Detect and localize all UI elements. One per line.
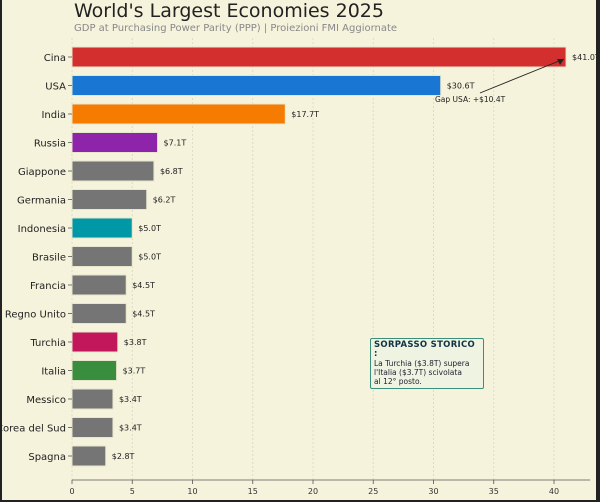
x-tick-label: 10: [187, 487, 197, 496]
callout-line: La Turchia ($3.8T) supera: [374, 359, 470, 368]
data-label: $2.8T: [112, 452, 135, 461]
y-tick-label: Russia: [34, 139, 66, 150]
y-tick-label: Francia: [30, 281, 66, 292]
annotation-arrow: [479, 58, 565, 94]
chart-subtitle: GDP at Purchasing Power Parity (PPP) | P…: [74, 23, 398, 34]
bar: [71, 388, 114, 410]
data-label: $6.2T: [153, 196, 176, 205]
y-tick-label: Messico: [26, 395, 66, 406]
y-tick-label: Spagna: [28, 452, 66, 463]
data-label: $3.8T: [124, 338, 147, 347]
data-label: $3.7T: [123, 367, 146, 376]
data-label: $5.0T: [138, 224, 161, 233]
bar: [71, 103, 286, 125]
data-label: $4.5T: [132, 310, 155, 319]
x-tick-label: 20: [308, 487, 318, 496]
bar: [71, 331, 119, 353]
arrowhead-icon: [557, 59, 564, 65]
x-tick-label: 30: [428, 487, 438, 496]
y-tick-label: Corea del Sud: [2, 424, 66, 435]
bar: [71, 417, 114, 438]
bar: [71, 360, 118, 381]
y-tick-label: Italia: [41, 367, 66, 378]
y-tick-label: India: [41, 110, 66, 121]
y-tick-label: Cina: [44, 53, 66, 64]
chart-title: World's Largest Economies 2025: [74, 0, 384, 22]
data-label: $5.0T: [138, 253, 161, 262]
data-label: $3.4T: [119, 395, 142, 404]
callout-heading: SORPASSO STORICO :: [374, 340, 476, 359]
x-tick-label: 35: [489, 487, 499, 496]
y-tick-label: Giappone: [18, 167, 66, 178]
callout-box: SORPASSO STORICO : La Turchia ($3.8T) su…: [370, 338, 484, 389]
x-tick-label: 15: [248, 487, 258, 496]
bar: [71, 303, 127, 324]
y-tick-label: Germania: [17, 196, 66, 207]
data-label: $41.0T: [572, 53, 596, 62]
x-tick-label: 40: [549, 487, 559, 496]
y-tick-label: Brasile: [32, 253, 66, 264]
x-tick-label: 0: [69, 487, 74, 496]
x-tick-label: 5: [130, 487, 135, 496]
y-tick-label: Turchia: [29, 338, 66, 349]
y-tick-label: USA: [45, 82, 66, 93]
data-label: $6.8T: [160, 167, 183, 176]
data-label: $30.6T: [447, 82, 475, 91]
x-tick-label: 25: [368, 487, 378, 496]
bar: [71, 274, 127, 296]
bar: [71, 75, 442, 96]
y-tick-label: Regno Unito: [5, 310, 66, 321]
bar: [71, 217, 133, 239]
bar: [71, 246, 133, 267]
bar: [71, 160, 155, 182]
bar: [71, 189, 148, 210]
data-label: $17.7T: [291, 110, 319, 119]
data-label: $3.4T: [119, 424, 142, 433]
bar: [71, 445, 107, 467]
data-label: $4.5T: [132, 281, 155, 290]
bar: [71, 46, 567, 68]
annotation-text: Gap USA: +$10.4T: [435, 95, 506, 104]
callout-line: l'Italia ($3.7T) scivolata: [374, 368, 462, 377]
y-tick-label: Indonesia: [18, 224, 66, 235]
callout-line: al 12° posto.: [374, 377, 422, 386]
bar: [71, 132, 159, 153]
data-label: $7.1T: [164, 139, 187, 148]
